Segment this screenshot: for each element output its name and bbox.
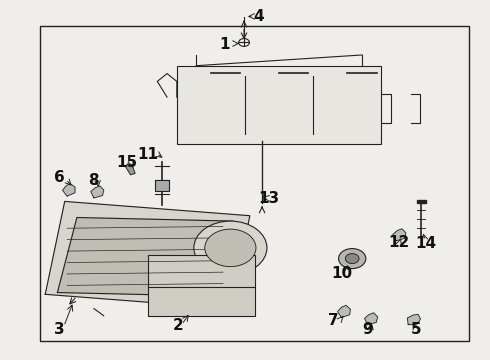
Text: 8: 8 [88,173,98,188]
Text: 1: 1 [220,37,230,52]
Text: 13: 13 [258,191,279,206]
Polygon shape [57,217,233,296]
Bar [177,66,381,144]
Circle shape [345,253,359,264]
Text: 14: 14 [416,236,437,251]
Text: 7: 7 [328,312,339,328]
Text: 3: 3 [53,322,64,337]
Polygon shape [125,164,135,175]
Bar [155,180,170,191]
Circle shape [194,221,267,275]
Text: 6: 6 [53,170,64,185]
Bar [147,255,255,316]
Circle shape [339,249,366,269]
Bar [416,200,426,203]
Text: 12: 12 [388,235,409,250]
Polygon shape [393,229,406,241]
Polygon shape [338,305,350,318]
Polygon shape [63,184,75,196]
Text: 11: 11 [137,147,158,162]
Polygon shape [45,202,250,309]
Polygon shape [365,313,378,325]
Polygon shape [91,186,104,198]
Text: 2: 2 [172,318,183,333]
Text: 10: 10 [331,266,352,281]
Text: 4: 4 [253,9,264,24]
Polygon shape [407,314,420,325]
Bar [40,26,469,341]
Text: 5: 5 [411,322,422,337]
Text: 15: 15 [117,156,138,170]
Circle shape [205,229,256,267]
Text: 9: 9 [363,322,373,337]
